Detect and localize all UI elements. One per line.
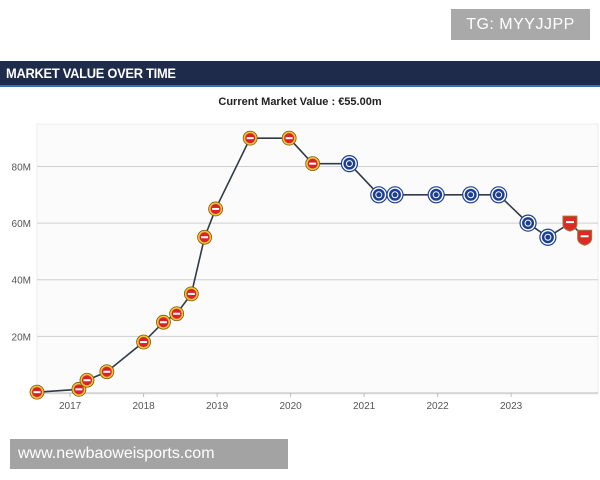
chelsea-marker[interactable]: [519, 214, 537, 232]
chelsea-marker[interactable]: [386, 186, 404, 204]
chelsea-marker[interactable]: [490, 186, 508, 204]
leverkusen-marker[interactable]: [197, 229, 213, 245]
grid-lines: [37, 165, 598, 394]
x-axis-ticks: 2017 2018 2019 2020 2021 2022 2023: [59, 393, 523, 412]
y-tick-label: 60M: [12, 219, 31, 230]
x-tick-label: 2018: [132, 401, 155, 412]
data-markers: [29, 130, 593, 400]
leverkusen-marker[interactable]: [242, 130, 258, 146]
leverkusen-marker[interactable]: [305, 156, 321, 172]
leverkusen-marker[interactable]: [99, 364, 115, 380]
leverkusen-marker[interactable]: [136, 334, 151, 350]
y-axis-ticks: 20M 40M 60M 80M: [12, 162, 31, 343]
x-tick-label: 2022: [427, 401, 450, 412]
leverkusen-marker[interactable]: [281, 130, 297, 146]
chelsea-marker[interactable]: [340, 155, 359, 173]
leverkusen-marker[interactable]: [29, 384, 45, 400]
section-header: MARKET VALUE OVER TIME: [0, 61, 600, 87]
chart-area: 20M 40M 60M 80M 2017 2018 2019 2020 2021 2022 202…: [0, 110, 600, 420]
chelsea-marker[interactable]: [370, 186, 388, 204]
y-tick-label: 20M: [12, 332, 31, 343]
x-tick-label: 2023: [500, 401, 523, 412]
leverkusen-marker[interactable]: [79, 372, 95, 388]
chelsea-marker[interactable]: [427, 186, 445, 204]
chart-title: Current Market Value : €55.00m: [218, 96, 382, 108]
section-title: MARKET VALUE OVER TIME: [6, 65, 176, 81]
chelsea-marker[interactable]: [539, 228, 557, 246]
leverkusen-marker[interactable]: [156, 314, 171, 330]
x-tick-label: 2020: [279, 401, 302, 412]
arsenal-marker[interactable]: [562, 215, 578, 232]
watermark-bottom: www.newbaoweisports.com: [10, 439, 288, 469]
leverkusen-marker[interactable]: [208, 201, 224, 217]
arsenal-marker[interactable]: [577, 229, 593, 246]
x-tick-label: 2021: [353, 401, 376, 412]
chelsea-marker[interactable]: [462, 186, 480, 204]
y-tick-label: 40M: [12, 276, 31, 287]
x-tick-label: 2019: [206, 401, 229, 412]
leverkusen-marker[interactable]: [169, 306, 185, 322]
y-tick-label: 80M: [12, 162, 31, 173]
leverkusen-marker[interactable]: [183, 286, 199, 302]
market-value-chart: 20M 40M 60M 80M 2017 2018 2019 2020 2021 2022 202…: [12, 123, 599, 412]
x-tick-label: 2017: [59, 401, 82, 412]
watermark-top: TG: MYYJJPP: [451, 9, 590, 40]
